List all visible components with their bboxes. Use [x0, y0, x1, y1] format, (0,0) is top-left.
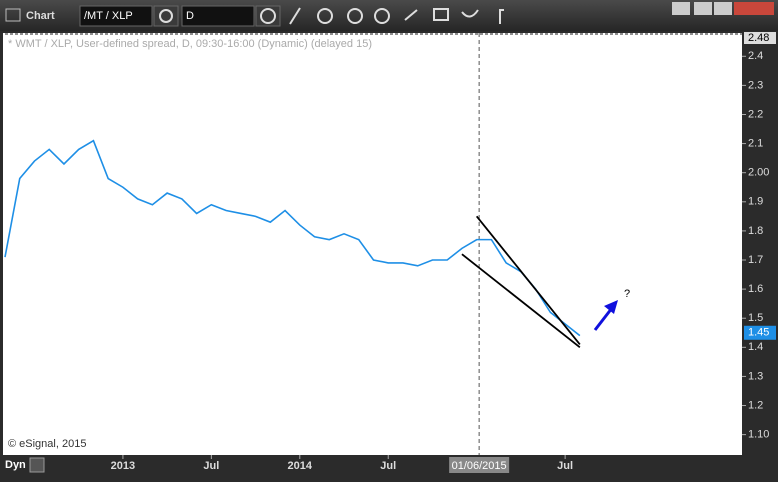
- window-title: Chart: [26, 10, 55, 22]
- x-tick-label: 2014: [288, 460, 313, 472]
- y-tick-label: 1.7: [748, 254, 763, 266]
- tool-icons[interactable]: [289, 7, 504, 25]
- y-tick-label: 2.3: [748, 79, 763, 91]
- y-tick-label: 1.6: [748, 283, 763, 295]
- y-tick-label: 1.3: [748, 370, 763, 382]
- trendline: [475, 215, 581, 345]
- minimize-button[interactable]: [694, 2, 712, 15]
- y-tick-label: 1.5: [748, 312, 763, 324]
- annotation-arrowhead: [604, 300, 618, 314]
- link-icon[interactable]: [404, 9, 418, 21]
- x-tick-label: 2013: [111, 460, 135, 472]
- last-value-label: 1.45: [748, 327, 769, 339]
- y-tick-label: 2.00: [748, 167, 769, 179]
- y-tick-label: 1.2: [748, 399, 763, 411]
- refresh-icon[interactable]: [317, 8, 333, 24]
- series-line: [4, 139, 581, 337]
- mode: Dyn: [5, 459, 26, 471]
- interval: D: [186, 10, 194, 22]
- x-tick-label: Jul: [203, 460, 219, 472]
- x-tick-label: Jul: [380, 460, 396, 472]
- legend-text: * WMT / XLP, User-defined spread, D, 09:…: [8, 38, 372, 50]
- y-tick-label: 1.9: [748, 196, 763, 208]
- symbol-box[interactable]: [79, 5, 153, 27]
- y-tick-label: 1.10: [748, 429, 769, 441]
- cursor-label-box: [449, 457, 510, 473]
- top-price-label: 2.48: [748, 32, 769, 44]
- gear-icon: [159, 9, 173, 23]
- top-price-box: [744, 32, 776, 44]
- plot-area: [3, 33, 742, 455]
- twitter-icon[interactable]: [461, 9, 479, 18]
- x-tick-label: Jul: [557, 460, 573, 472]
- window-buttons[interactable]: [672, 2, 774, 15]
- trendline: [461, 253, 581, 349]
- copyright: © eSignal, 2015: [8, 438, 86, 450]
- y-tick-label: 2.1: [748, 137, 763, 149]
- mode-button[interactable]: [29, 457, 45, 473]
- help-button[interactable]: [672, 2, 690, 15]
- interval-box[interactable]: [181, 5, 255, 27]
- last-value-box: [744, 325, 776, 340]
- symbol: /MT / XLP: [84, 10, 133, 22]
- pen-icon[interactable]: [289, 7, 301, 25]
- close-button[interactable]: [734, 2, 774, 15]
- clock-icon: [260, 8, 276, 24]
- maximize-button[interactable]: [714, 2, 732, 15]
- annotation: ?: [624, 288, 630, 300]
- time-axis: [0, 455, 778, 477]
- y-tick-label: 1.8: [748, 225, 763, 237]
- y-tick-label: 2.2: [748, 108, 763, 120]
- y-tick-label: 1.4: [748, 341, 763, 353]
- price-axis: [742, 33, 776, 455]
- annotation-arrow: [593, 307, 614, 331]
- chart-icon: [5, 8, 21, 22]
- y-tick-label: 2.4: [748, 50, 763, 62]
- alert-icon[interactable]: [374, 8, 390, 24]
- cursor-label: 01/06/2015: [452, 460, 507, 472]
- play-icon[interactable]: [347, 8, 363, 24]
- comment-icon[interactable]: [433, 8, 449, 21]
- facebook-icon[interactable]: [499, 9, 504, 24]
- settings-button[interactable]: [153, 5, 179, 27]
